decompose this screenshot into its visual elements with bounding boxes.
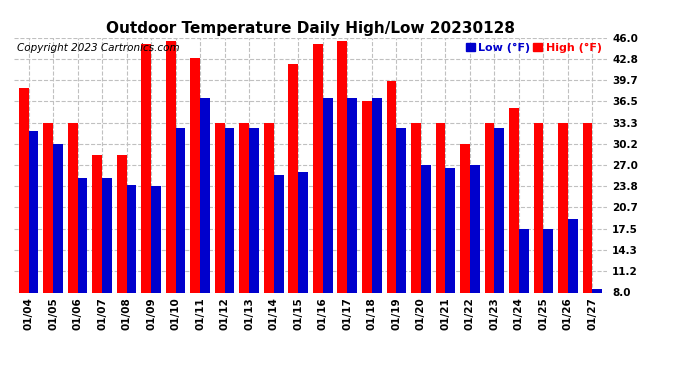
Bar [43,123,53,346]
Bar [102,178,112,346]
Bar [544,229,553,346]
Legend: Low (°F), High (°F): Low (°F), High (°F) [462,39,606,58]
Bar [337,41,347,346]
Bar [484,123,495,346]
Bar [313,44,323,346]
Bar [28,132,39,346]
Bar [298,172,308,346]
Bar [141,44,151,346]
Bar [288,64,298,346]
Bar [362,101,372,346]
Bar [92,155,102,346]
Bar [77,178,88,346]
Bar [372,98,382,346]
Bar [225,128,235,346]
Bar [445,168,455,346]
Bar [460,144,470,346]
Bar [249,128,259,346]
Bar [411,123,421,346]
Bar [386,81,396,346]
Bar [264,123,274,346]
Bar [239,123,249,346]
Bar [151,186,161,346]
Bar [19,88,28,346]
Bar [582,123,593,346]
Bar [68,123,77,346]
Bar [176,128,186,346]
Bar [53,144,63,346]
Bar [396,128,406,346]
Text: Copyright 2023 Cartronics.com: Copyright 2023 Cartronics.com [17,43,179,52]
Bar [347,98,357,346]
Bar [166,41,176,346]
Bar [274,175,284,346]
Bar [509,108,519,346]
Bar [421,165,431,346]
Bar [593,289,602,346]
Bar [126,185,137,346]
Bar [200,98,210,346]
Bar [568,219,578,346]
Title: Outdoor Temperature Daily High/Low 20230128: Outdoor Temperature Daily High/Low 20230… [106,21,515,36]
Bar [323,98,333,346]
Bar [495,128,504,346]
Bar [435,123,445,346]
Bar [558,123,568,346]
Bar [519,229,529,346]
Bar [117,155,126,346]
Bar [215,123,225,346]
Bar [533,123,544,346]
Bar [470,165,480,346]
Bar [190,58,200,346]
